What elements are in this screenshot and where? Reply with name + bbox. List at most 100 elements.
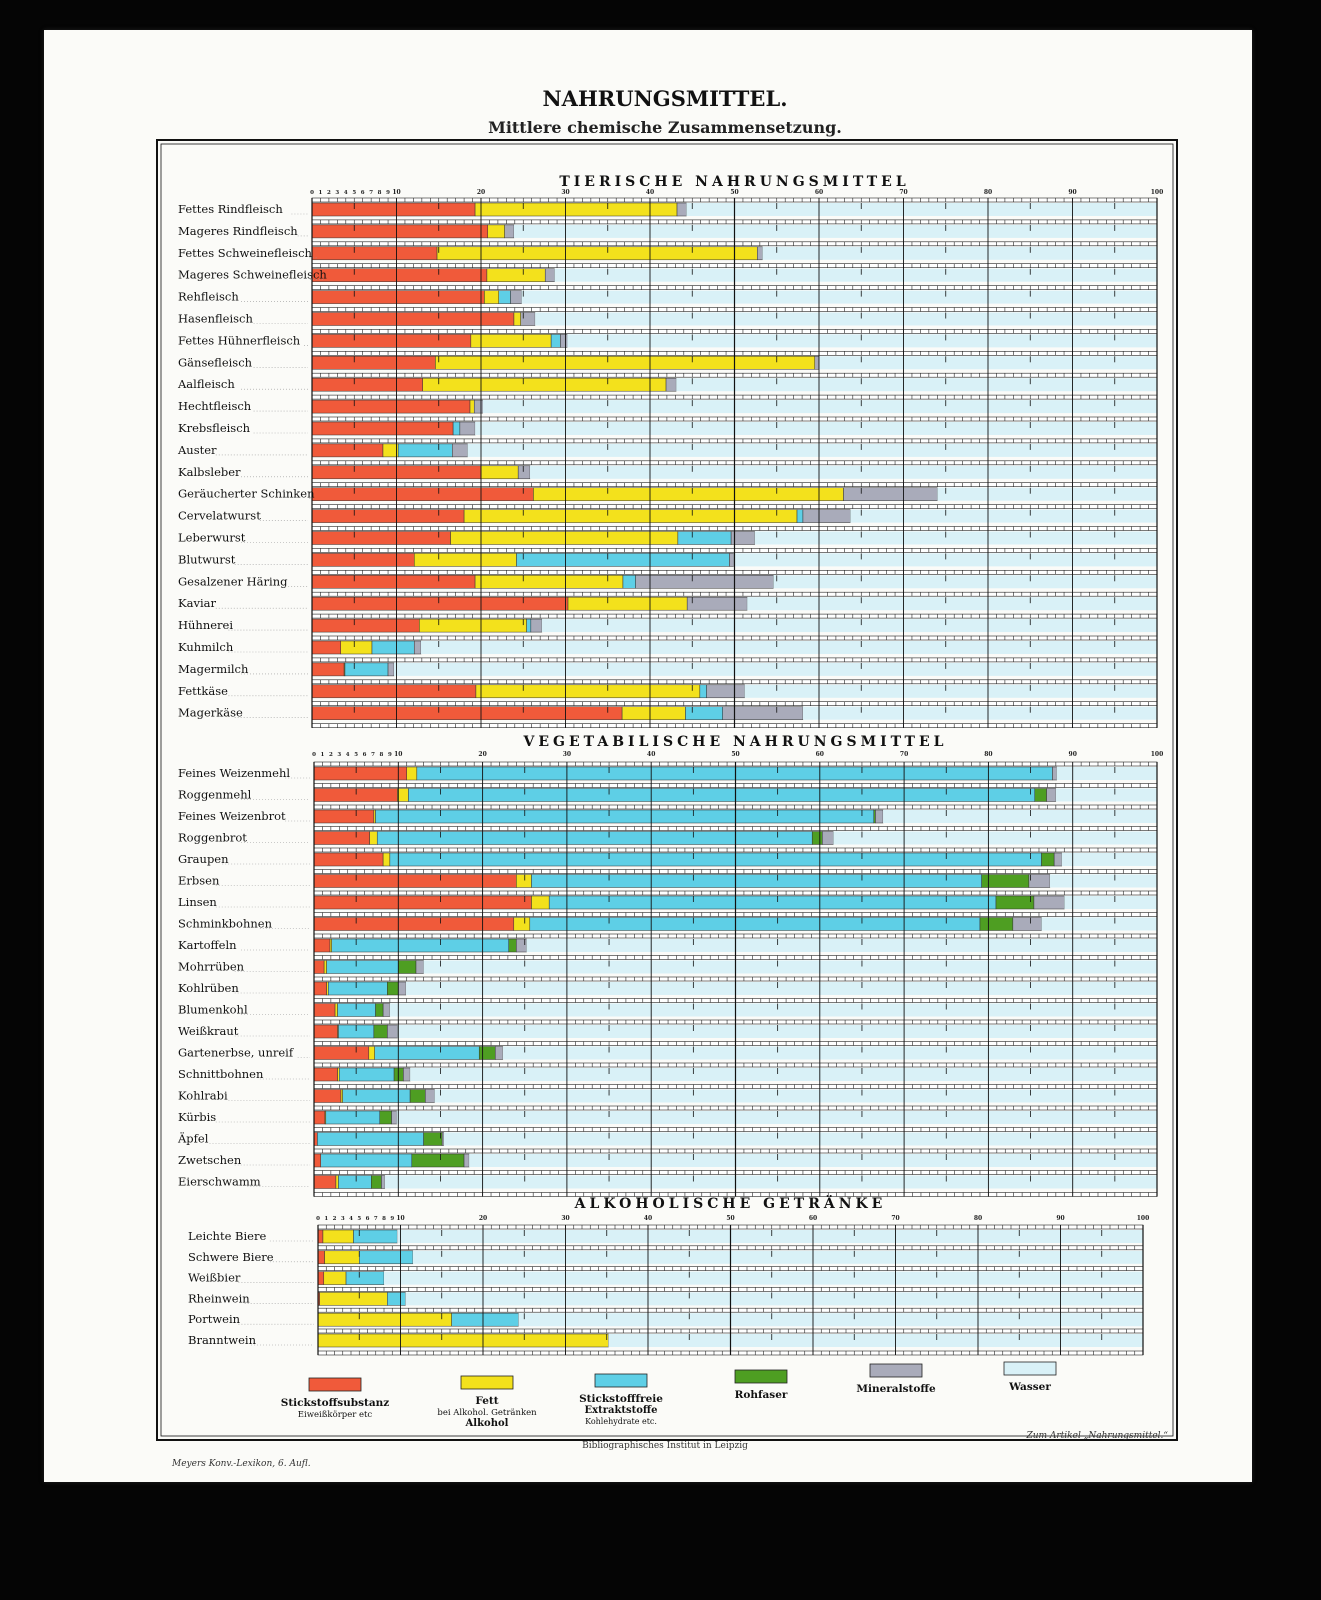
tick-label: 4 bbox=[346, 752, 350, 758]
section-title: VEGETABILISCHE NAHRUNGSMITTEL bbox=[523, 734, 948, 750]
bar-row: Krebsfleisch bbox=[178, 416, 1158, 436]
bar-segment-fett bbox=[368, 1046, 375, 1060]
bar-segment-stickstoffsubstanz bbox=[311, 596, 569, 611]
bar-segment-wasser bbox=[389, 1003, 1157, 1017]
bar-segment-fett bbox=[323, 960, 327, 974]
bar-segment-wasser bbox=[535, 312, 1157, 326]
row-label: Gartenerbse, unreif bbox=[178, 1046, 294, 1060]
tick-label: 6 bbox=[361, 190, 365, 196]
bar-segment-rohfaser bbox=[373, 1024, 388, 1039]
bar-segment-wasser bbox=[567, 334, 1157, 348]
bar-segment-stickstofffreie bbox=[531, 874, 982, 888]
bar-row: Eierschwamm bbox=[178, 1170, 1158, 1189]
row-label: Fettes Hühnerfleisch bbox=[178, 333, 301, 347]
bar-segment-mineralstoffe bbox=[517, 465, 531, 480]
footer-right: Zum Artikel „Nahrungsmittel.“ bbox=[1025, 1430, 1168, 1441]
tick-label: 2 bbox=[327, 190, 331, 196]
bar-segment-mineralstoffe bbox=[706, 684, 745, 699]
row-label: Mohrrüben bbox=[178, 960, 245, 974]
bar-segment-stickstoffsubstanz bbox=[311, 443, 384, 458]
tick-label: 60 bbox=[815, 189, 823, 196]
bar-segment-rohfaser bbox=[995, 895, 1035, 910]
bar-segment-fett bbox=[337, 1067, 340, 1082]
bar-segment-rohfaser bbox=[1034, 788, 1047, 802]
tick-label: 100 bbox=[1151, 751, 1164, 758]
bar-segment-wasser bbox=[482, 400, 1157, 414]
bar-segment-mineralstoffe bbox=[459, 421, 476, 436]
bar-segment-stickstofffreie bbox=[550, 334, 561, 348]
bar-segment-stickstoffsubstanz bbox=[311, 618, 420, 633]
bar-row: Rehfleisch bbox=[178, 285, 1158, 304]
bar-segment-stickstofffreie bbox=[376, 831, 813, 845]
row-label: Hasenfleisch bbox=[178, 312, 253, 326]
bar-segment-fett bbox=[475, 684, 701, 699]
bar-segment-fett bbox=[382, 443, 399, 458]
section-title: TIERISCHE NAHRUNGSMITTEL bbox=[559, 174, 909, 190]
bar-segment-stickstofffreie bbox=[408, 788, 1036, 802]
bar-segment-stickstoffsubstanz bbox=[311, 356, 436, 370]
bar-segment-mineralstoffe bbox=[441, 1132, 445, 1146]
bar-segment-wasser bbox=[423, 960, 1158, 974]
bar-segment-stickstofffreie bbox=[677, 531, 732, 545]
bar-segment-stickstoffsubstanz bbox=[311, 421, 454, 436]
bar-segment-stickstoffsubstanz bbox=[311, 334, 472, 348]
bar-segment-fett bbox=[533, 487, 844, 501]
bar-segment-wasser bbox=[1055, 788, 1157, 802]
bar-segment-wasser bbox=[410, 1068, 1157, 1081]
bar-segment-mineralstoffe bbox=[1012, 917, 1042, 931]
bar-row: Mageres Schweinefleisch bbox=[178, 263, 1158, 282]
bar-segment-fett bbox=[436, 246, 758, 261]
bar-row: Roggenbrot bbox=[178, 826, 1158, 845]
bar-row: Mageres Rindfleisch bbox=[178, 219, 1158, 239]
bar-row: Feines Weizenbrot bbox=[178, 804, 1158, 824]
bar-segment-mineralstoffe bbox=[494, 1046, 504, 1060]
bar-segment-fett bbox=[450, 531, 679, 545]
tick-label: 7 bbox=[369, 190, 373, 196]
bar-segment-mineralstoffe bbox=[665, 377, 677, 392]
bar-segment-wasser bbox=[502, 1046, 1157, 1060]
bar-segment-mineralstoffe bbox=[504, 224, 515, 239]
bar-segment-mineralstoffe bbox=[1053, 852, 1062, 867]
bar-segment-fett bbox=[373, 809, 376, 824]
bar-row: Zwetschen bbox=[178, 1148, 1158, 1168]
bar-segment-wasser bbox=[526, 939, 1157, 952]
row-label: Blutwurst bbox=[178, 552, 236, 566]
row-label: Weißkraut bbox=[178, 1024, 239, 1038]
bar-segment-wasser bbox=[405, 982, 1158, 995]
tick-label: 3 bbox=[337, 752, 341, 758]
bar-segment-rohfaser bbox=[398, 960, 417, 974]
tick-label: 90 bbox=[1068, 189, 1076, 196]
tick-label: 3 bbox=[335, 190, 339, 196]
bar-segment-wasser bbox=[396, 1111, 1157, 1124]
tick-label: 2 bbox=[329, 752, 333, 758]
bar-segment-fett bbox=[486, 268, 546, 282]
bar-segment-fett bbox=[567, 596, 688, 611]
row-label: Leberwurst bbox=[178, 531, 246, 545]
chart-subtitle: Mittlere chemische Zusammensetzung. bbox=[488, 118, 842, 137]
tick-label: 1 bbox=[319, 190, 323, 196]
bar-segment-stickstoffsubstanz bbox=[311, 575, 476, 589]
row-label: Kartoffeln bbox=[178, 938, 237, 952]
row-label: Fettkäse bbox=[178, 684, 228, 698]
bar-segment-stickstoffsubstanz bbox=[311, 640, 341, 655]
row-label: Auster bbox=[177, 443, 217, 457]
tick-label: 40 bbox=[646, 189, 654, 196]
section-1: TIERISCHE NAHRUNGSMITTEL 0 1 2 3 4 5 6 7 8 9 10 20 30… bbox=[177, 174, 1163, 729]
bar-segment-fett bbox=[340, 1089, 343, 1103]
bar-segment-stickstoffsubstanz bbox=[311, 487, 534, 501]
bar-segment-fett bbox=[469, 399, 475, 414]
chart-frame-inner bbox=[160, 143, 1174, 1437]
bar-row: Geräucherter Schinken bbox=[178, 482, 1158, 501]
bar-segment-rohfaser bbox=[873, 809, 876, 824]
bar-segment-fett bbox=[513, 312, 521, 326]
bar-segment-stickstofffreie bbox=[699, 684, 707, 699]
bar-segment-rohfaser bbox=[371, 1175, 382, 1189]
row-label: Kürbis bbox=[178, 1110, 216, 1124]
bar-segment-stickstoffsubstanz bbox=[313, 960, 325, 974]
bar-segment-fett bbox=[406, 766, 418, 781]
row-label: Magermilch bbox=[178, 662, 249, 676]
bar-segment-mineralstoffe bbox=[1028, 874, 1051, 888]
row-label: Graupen bbox=[178, 852, 229, 866]
row-label: Schnittbohnen bbox=[178, 1067, 264, 1081]
